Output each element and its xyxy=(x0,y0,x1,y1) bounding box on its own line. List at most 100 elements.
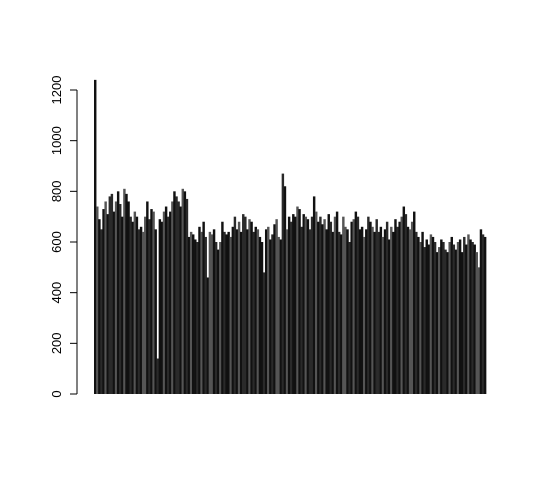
bar xyxy=(460,252,464,394)
bar xyxy=(398,221,401,394)
bar xyxy=(214,242,218,394)
bar xyxy=(413,211,416,394)
bar xyxy=(114,201,118,394)
bar xyxy=(406,226,410,394)
bar xyxy=(102,209,105,394)
bar xyxy=(415,231,418,394)
bar xyxy=(352,219,355,394)
bar xyxy=(252,231,255,394)
bar xyxy=(208,231,212,394)
bar xyxy=(212,229,216,394)
y-tick-label: 600 xyxy=(49,231,64,253)
bar xyxy=(123,188,126,394)
bar xyxy=(96,206,99,394)
bar xyxy=(400,216,403,394)
bar xyxy=(312,196,316,394)
bar xyxy=(308,229,312,394)
bar xyxy=(479,229,483,394)
bar xyxy=(141,231,145,394)
bar xyxy=(175,196,178,394)
bar xyxy=(144,216,147,394)
bar xyxy=(275,219,278,394)
bar xyxy=(290,221,293,394)
bar xyxy=(417,236,420,394)
bar xyxy=(98,219,101,394)
bar xyxy=(348,242,351,394)
bar xyxy=(360,226,364,394)
bar xyxy=(254,226,257,394)
bar xyxy=(337,231,341,394)
bar xyxy=(448,242,451,394)
bar xyxy=(269,239,272,394)
bar xyxy=(281,173,285,394)
bar xyxy=(204,236,207,394)
bar xyxy=(262,272,266,394)
bar xyxy=(250,221,253,394)
bar xyxy=(271,234,274,394)
bar xyxy=(135,216,139,394)
bar xyxy=(365,229,368,394)
bar xyxy=(227,231,230,394)
bar xyxy=(325,229,328,394)
bar xyxy=(287,216,291,394)
bar xyxy=(133,211,137,394)
bar xyxy=(229,236,232,394)
bar xyxy=(179,206,182,394)
bar xyxy=(354,211,358,394)
bar xyxy=(171,201,174,394)
bar xyxy=(294,216,297,394)
bar xyxy=(356,216,360,394)
y-tick-label: 1200 xyxy=(49,76,64,105)
bar xyxy=(231,226,235,394)
bar xyxy=(100,229,103,394)
bar xyxy=(483,236,487,394)
bar xyxy=(246,229,249,394)
bar xyxy=(438,247,441,394)
bar xyxy=(242,214,245,394)
bar xyxy=(285,229,289,394)
bar xyxy=(408,229,412,394)
bar xyxy=(202,221,205,394)
bar xyxy=(302,214,305,394)
bar xyxy=(146,201,149,394)
bar xyxy=(346,229,349,394)
bar xyxy=(385,221,389,394)
bar xyxy=(164,206,168,394)
bar xyxy=(129,216,132,394)
bar xyxy=(317,221,320,394)
bar xyxy=(425,239,428,394)
bars-group xyxy=(94,79,487,395)
y-tick-label: 200 xyxy=(49,332,64,354)
bar xyxy=(321,224,324,394)
bar xyxy=(264,229,268,394)
bar xyxy=(258,236,262,394)
bar xyxy=(106,214,109,394)
bar xyxy=(131,221,134,394)
bar xyxy=(358,229,362,394)
y-axis: 0 200 400 600 800 1000 1200 xyxy=(49,76,78,398)
bar xyxy=(433,242,437,394)
bar xyxy=(450,236,453,394)
bar xyxy=(396,226,399,394)
bar xyxy=(381,236,385,394)
bar xyxy=(166,216,170,394)
bar xyxy=(181,188,185,394)
bar xyxy=(279,239,283,394)
bar xyxy=(362,236,366,394)
bar xyxy=(440,239,443,394)
bar xyxy=(260,242,264,394)
bar xyxy=(331,231,335,394)
bar xyxy=(481,234,485,394)
bar xyxy=(306,219,310,394)
y-tick-label: 800 xyxy=(49,180,64,202)
bar xyxy=(429,234,433,394)
bar xyxy=(442,242,445,394)
bar xyxy=(237,221,241,394)
bar xyxy=(137,229,141,394)
bar xyxy=(473,244,476,394)
bar xyxy=(283,186,287,394)
bar xyxy=(296,206,299,394)
bar xyxy=(404,214,408,394)
bar xyxy=(304,216,308,394)
